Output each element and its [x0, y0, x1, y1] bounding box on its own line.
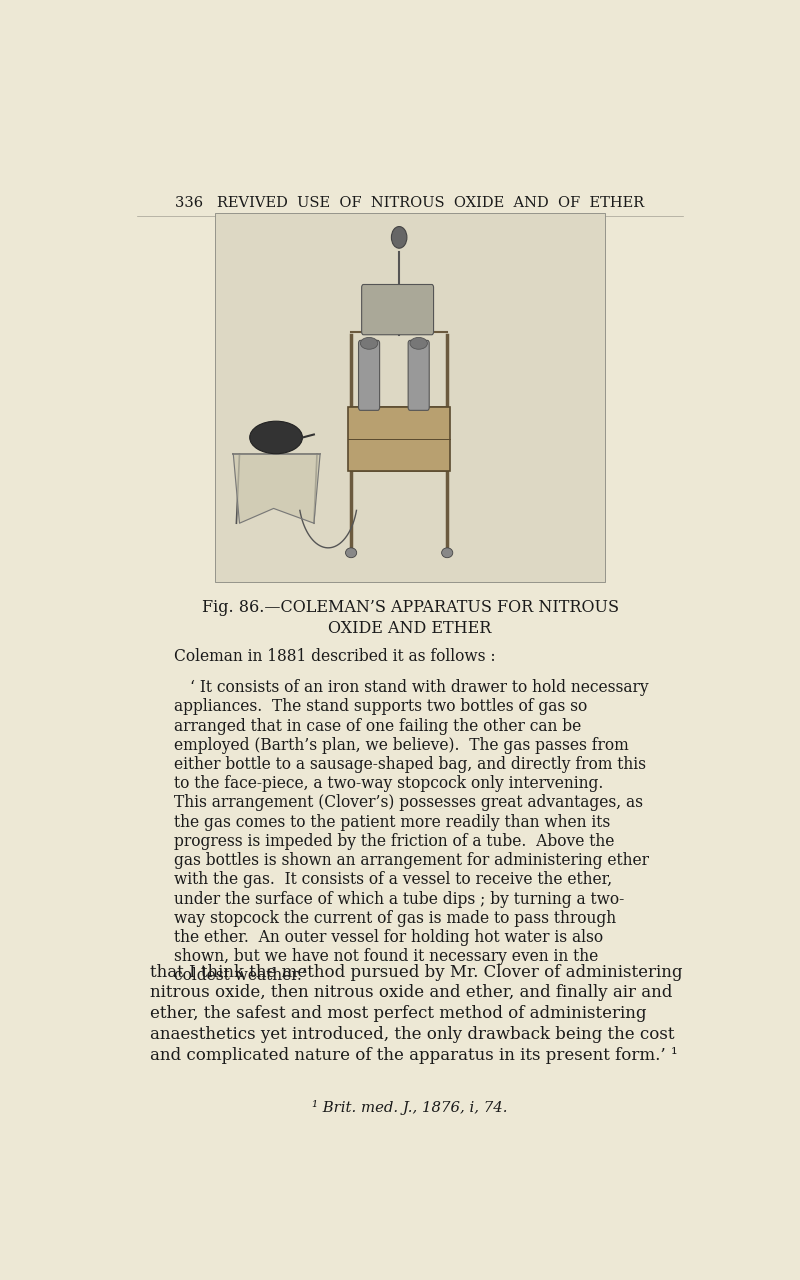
Ellipse shape [250, 421, 302, 453]
FancyBboxPatch shape [358, 340, 380, 411]
Text: employed (Barth’s plan, we believe).  The gas passes from: employed (Barth’s plan, we believe). The… [174, 737, 629, 754]
Text: shown, but we have not found it necessary even in the: shown, but we have not found it necessar… [174, 948, 598, 965]
Text: Coleman in 1881 described it as follows :: Coleman in 1881 described it as follows … [174, 649, 496, 666]
Text: This arrangement (Clover’s) possesses great advantages, as: This arrangement (Clover’s) possesses gr… [174, 795, 643, 812]
Polygon shape [234, 454, 320, 524]
Ellipse shape [442, 548, 453, 558]
Text: to the face-piece, a two-way stopcock only intervening.: to the face-piece, a two-way stopcock on… [174, 776, 604, 792]
FancyBboxPatch shape [214, 212, 606, 582]
Text: ether, the safest and most perfect method of administering: ether, the safest and most perfect metho… [150, 1005, 646, 1023]
Text: Fig. 86.—COLEMAN’S APPARATUS FOR NITROUS: Fig. 86.—COLEMAN’S APPARATUS FOR NITROUS [202, 599, 618, 616]
Text: progress is impeded by the friction of a tube.  Above the: progress is impeded by the friction of a… [174, 833, 614, 850]
FancyBboxPatch shape [348, 407, 450, 471]
Text: 336   REVIVED  USE  OF  NITROUS  OXIDE  AND  OF  ETHER: 336 REVIVED USE OF NITROUS OXIDE AND OF … [175, 196, 645, 210]
Text: way stopcock the current of gas is made to pass through: way stopcock the current of gas is made … [174, 910, 617, 927]
Text: that I think the method pursued by Mr. Clover of administering: that I think the method pursued by Mr. C… [150, 964, 682, 980]
Ellipse shape [361, 338, 378, 349]
Text: coldest weather.’: coldest weather.’ [174, 968, 307, 984]
Text: the gas comes to the patient more readily than when its: the gas comes to the patient more readil… [174, 814, 610, 831]
FancyBboxPatch shape [362, 284, 434, 335]
Text: anaesthetics yet introduced, the only drawback being the cost: anaesthetics yet introduced, the only dr… [150, 1025, 674, 1043]
Ellipse shape [410, 338, 427, 349]
Text: OXIDE AND ETHER: OXIDE AND ETHER [328, 620, 492, 636]
Text: the ether.  An outer vessel for holding hot water is also: the ether. An outer vessel for holding h… [174, 929, 603, 946]
Ellipse shape [346, 548, 357, 558]
Text: under the surface of which a tube dips ; by turning a two-: under the surface of which a tube dips ;… [174, 891, 625, 908]
Text: appliances.  The stand supports two bottles of gas so: appliances. The stand supports two bottl… [174, 699, 588, 716]
Text: nitrous oxide, then nitrous oxide and ether, and finally air and: nitrous oxide, then nitrous oxide and et… [150, 984, 672, 1001]
Text: ¹ Brit. med. J., 1876, i, 74.: ¹ Brit. med. J., 1876, i, 74. [312, 1100, 508, 1115]
Text: either bottle to a sausage-shaped bag, and directly from this: either bottle to a sausage-shaped bag, a… [174, 756, 646, 773]
Text: with the gas.  It consists of a vessel to receive the ether,: with the gas. It consists of a vessel to… [174, 872, 613, 888]
Ellipse shape [391, 227, 407, 248]
Text: arranged that in case of one failing the other can be: arranged that in case of one failing the… [174, 718, 582, 735]
Text: gas bottles is shown an arrangement for administering ether: gas bottles is shown an arrangement for … [174, 852, 650, 869]
FancyBboxPatch shape [408, 340, 430, 411]
Text: ‘ It consists of an iron stand with drawer to hold necessary: ‘ It consists of an iron stand with draw… [190, 680, 649, 696]
Text: and complicated nature of the apparatus in its present form.’ ¹: and complicated nature of the apparatus … [150, 1047, 678, 1064]
